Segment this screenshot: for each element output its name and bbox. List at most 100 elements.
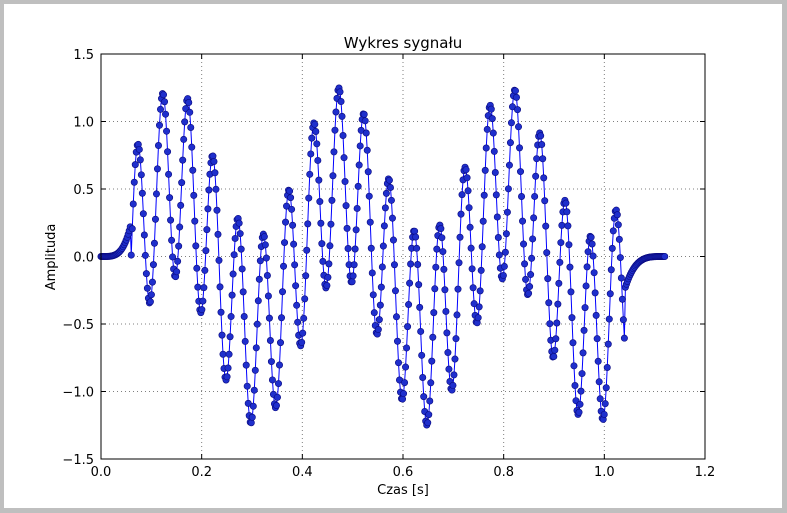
y-tick-label: 1.0 [73,116,94,131]
data-point [394,359,402,367]
data-point [444,349,452,357]
x-axis-label: Czas [s] [377,483,429,498]
data-point [546,320,554,328]
data-point [388,214,396,222]
data-point [545,299,553,307]
data-point [515,123,523,131]
data-point [530,214,538,222]
data-point [521,260,529,268]
data-point [161,98,169,106]
data-point [529,235,537,243]
data-point [601,400,609,408]
data-point [251,366,259,374]
data-point [298,338,306,346]
data-point [287,194,295,202]
data-point [519,217,527,225]
data-point [288,205,296,213]
data-point [620,334,628,342]
data-point [518,193,526,201]
data-point [428,357,436,365]
data-point [211,169,219,177]
data-point [319,257,327,265]
data-point [139,210,147,218]
data-point [481,166,489,174]
data-point [186,108,194,116]
data-point [315,176,323,184]
data-point [527,271,535,279]
data-point [503,208,511,216]
data-point [336,88,344,96]
data-point [607,266,615,274]
data-point [462,166,470,174]
data-point [466,223,474,231]
data-point [143,284,151,292]
data-point [229,270,237,278]
data-point [392,313,400,321]
data-point [386,183,394,191]
data-point [445,365,453,373]
data-point [365,192,373,200]
data-point [451,355,459,363]
data-point [265,314,273,322]
data-point [314,156,322,164]
data-point [277,339,285,347]
x-tick-label: 1.2 [695,465,716,480]
data-point [400,390,408,398]
data-point [563,208,571,216]
data-point [391,287,399,295]
data-point [337,98,345,106]
data-point [137,171,145,179]
data-point [504,185,512,193]
data-point [613,211,621,219]
data-point [483,125,491,133]
data-point [554,300,562,308]
data-point [492,191,500,199]
y-tick-label: −1.5 [62,453,94,468]
data-point [204,205,212,213]
data-point [511,87,519,95]
data-point [506,139,514,147]
data-point [489,129,497,137]
data-point [362,129,370,137]
chart-title: Wykres sygnału [344,34,462,52]
data-point [412,233,420,241]
data-point [224,364,232,372]
y-tick-label: −0.5 [62,318,94,333]
data-point [369,291,377,299]
data-point [260,233,268,241]
data-point [533,155,541,163]
data-point [292,282,300,290]
x-tick-labels: 0.0 0.2 0.4 0.6 0.8 1.0 1.2 [91,465,716,480]
data-point [216,283,224,291]
data-point [363,146,371,154]
data-point [454,285,462,293]
data-point [580,326,588,334]
data-point [227,313,235,321]
data-point [517,168,525,176]
data-point [241,337,249,345]
data-point [213,206,221,214]
data-point [250,386,258,394]
data-point [531,192,539,200]
data-point [332,108,340,116]
data-point [604,340,612,348]
data-point [324,273,332,281]
data-point [541,197,549,205]
data-point [407,260,415,268]
data-point [525,289,533,297]
data-point [405,301,413,309]
data-point [330,148,338,156]
data-point [178,179,186,187]
data-point [457,210,465,218]
data-point [304,220,312,228]
data-point [289,221,297,229]
data-point [325,260,333,268]
data-point [302,272,310,280]
data-point [361,117,369,125]
series-line [101,86,665,427]
data-point [390,261,398,269]
data-point [368,269,376,277]
data-point [293,301,301,309]
data-point [464,187,472,195]
data-point [370,309,378,317]
